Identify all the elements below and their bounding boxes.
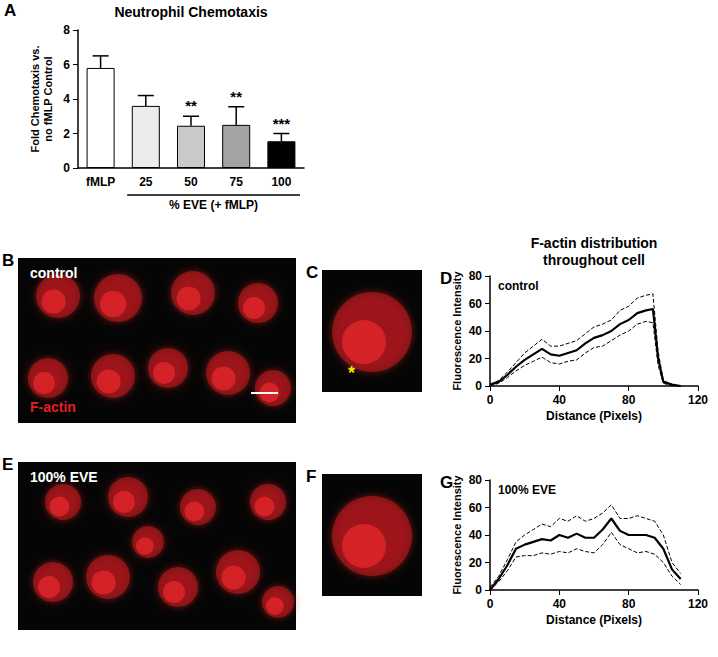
svg-text:80: 80	[469, 473, 483, 487]
svg-text:80: 80	[622, 597, 636, 611]
svg-text:0: 0	[487, 597, 494, 611]
svg-text:G: G	[440, 473, 454, 492]
svg-text:20: 20	[469, 556, 483, 570]
svg-text:40: 40	[553, 597, 567, 611]
svg-text:Distance (Pixels): Distance (Pixels)	[546, 409, 642, 423]
svg-text:% EVE (+ fMLP): % EVE (+ fMLP)	[169, 198, 258, 212]
svg-text:*: *	[348, 363, 355, 383]
svg-text:100% EVE: 100% EVE	[30, 469, 98, 485]
svg-text:100: 100	[271, 175, 291, 189]
svg-text:20: 20	[469, 352, 483, 366]
svg-text:8: 8	[63, 23, 70, 37]
svg-text:B: B	[2, 251, 14, 270]
svg-text:100% EVE: 100% EVE	[498, 483, 556, 497]
svg-text:F: F	[306, 467, 316, 486]
svg-text:Fluorescence Intensity: Fluorescence Intensity	[451, 475, 463, 595]
svg-text:control: control	[30, 265, 77, 281]
svg-text:Fold Chemotaxis vs.: Fold Chemotaxis vs.	[29, 46, 41, 153]
svg-text:E: E	[2, 455, 13, 474]
svg-text:F-actin distribution: F-actin distribution	[531, 235, 658, 251]
svg-text:A: A	[4, 1, 16, 20]
svg-text:50: 50	[184, 175, 198, 189]
svg-text:F-actin: F-actin	[30, 399, 76, 415]
svg-text:C: C	[306, 263, 318, 282]
svg-text:25: 25	[139, 175, 153, 189]
svg-text:60: 60	[469, 501, 483, 515]
svg-text:**: **	[185, 97, 197, 114]
svg-text:4: 4	[63, 92, 70, 106]
svg-text:0: 0	[63, 161, 70, 175]
svg-text:120: 120	[688, 393, 708, 407]
svg-text:60: 60	[469, 297, 483, 311]
svg-text:control: control	[498, 279, 539, 293]
svg-text:0: 0	[475, 583, 482, 597]
svg-text:80: 80	[622, 393, 636, 407]
svg-text:0: 0	[475, 379, 482, 393]
svg-text:0: 0	[487, 393, 494, 407]
svg-text:Neutrophil Chemotaxis: Neutrophil Chemotaxis	[114, 4, 267, 20]
svg-text:Fluorescence Intensity: Fluorescence Intensity	[451, 271, 463, 391]
svg-text:40: 40	[469, 528, 483, 542]
svg-text:2: 2	[63, 127, 70, 141]
svg-text:6: 6	[63, 58, 70, 72]
svg-text:fMLP: fMLP	[86, 175, 115, 189]
svg-text:**: **	[230, 88, 242, 105]
svg-text:40: 40	[469, 324, 483, 338]
svg-text:throughout cell: throughout cell	[543, 252, 645, 268]
svg-text:75: 75	[230, 175, 244, 189]
svg-text:no fMLP Control: no fMLP Control	[42, 56, 54, 141]
svg-text:80: 80	[469, 269, 483, 283]
svg-text:D: D	[440, 269, 453, 288]
svg-text:Distance (Pixels): Distance (Pixels)	[546, 613, 642, 627]
svg-text:***: ***	[273, 115, 291, 132]
svg-text:40: 40	[553, 393, 567, 407]
svg-text:120: 120	[688, 597, 708, 611]
